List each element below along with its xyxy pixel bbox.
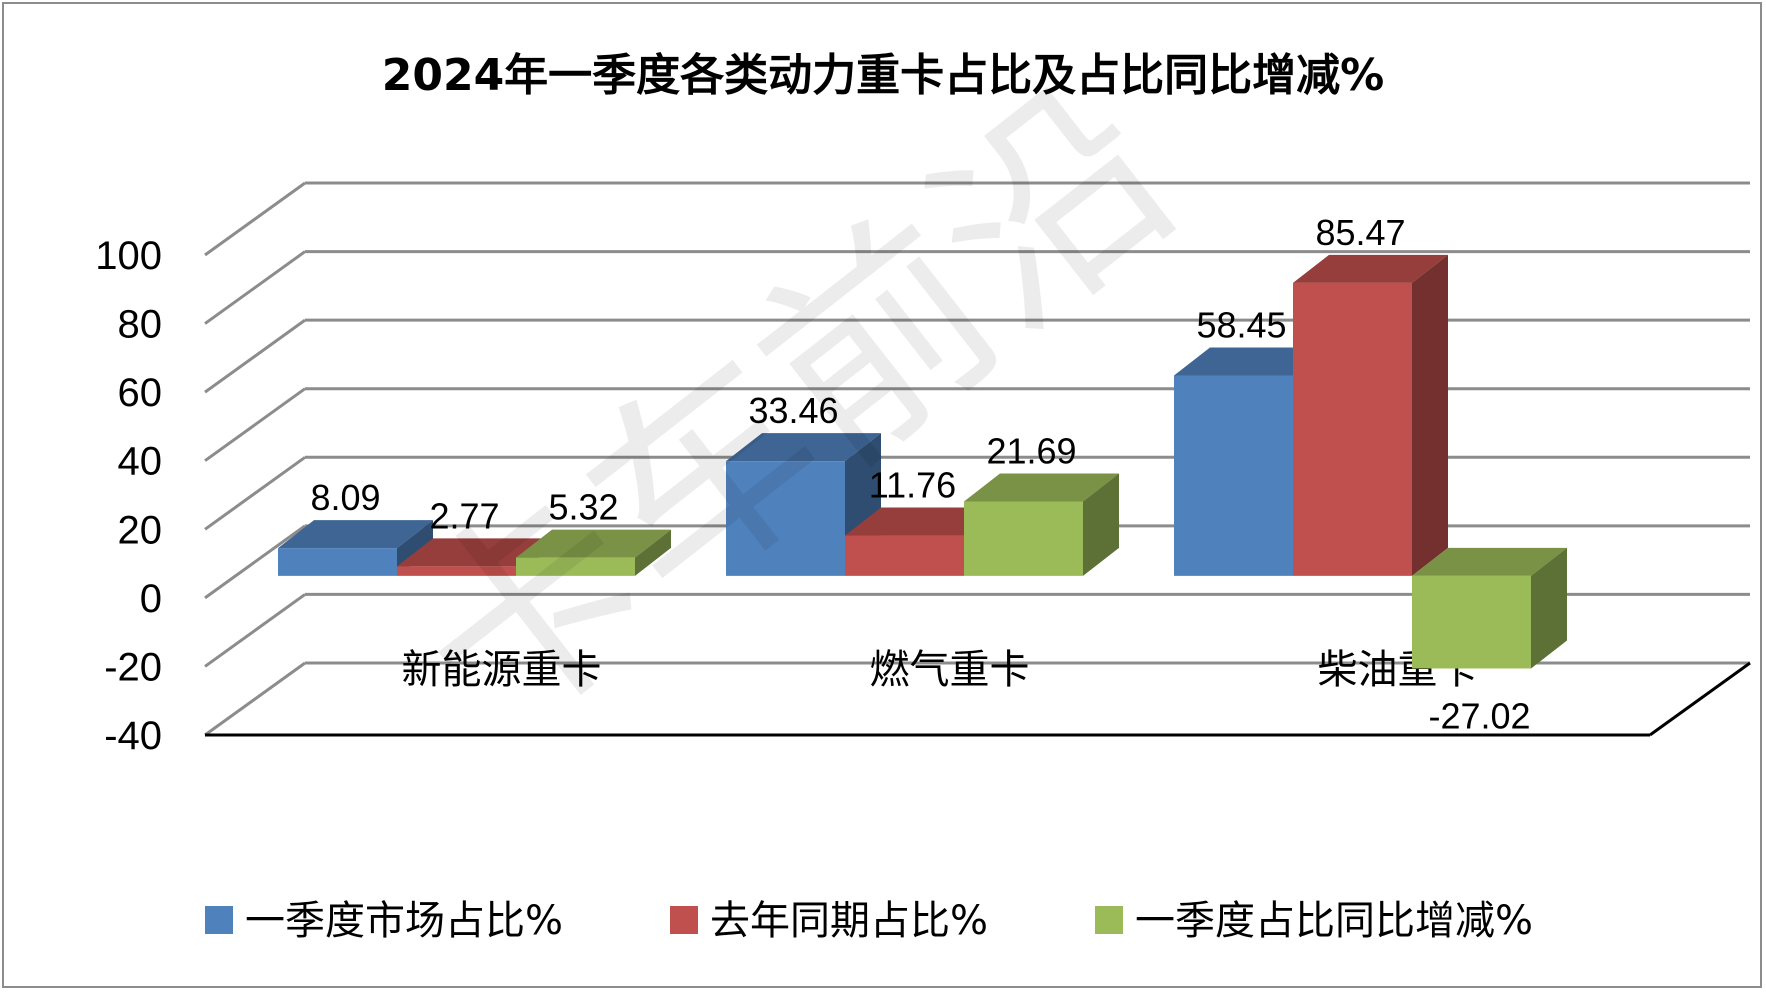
y-tick-label: 80 — [118, 303, 163, 347]
data-label: 2.77 — [429, 495, 499, 536]
data-labels: 8.09 33.46 58.45 2.77 11.76 85.47 5.32 21.69 -27… — [310, 212, 1530, 737]
bar-front — [397, 566, 516, 576]
bar-front — [845, 535, 964, 576]
bar-front — [278, 548, 397, 576]
bar — [516, 529, 671, 576]
y-tick-label: 20 — [118, 508, 163, 552]
y-tick-label: 40 — [118, 440, 163, 484]
y-axis-ticks: -40 -20 0 20 40 60 80 100 — [95, 234, 162, 758]
legend-item: 去年同期占比% — [670, 898, 988, 944]
y-tick-label: 0 — [140, 577, 162, 621]
bar-top — [726, 433, 881, 462]
bar — [278, 520, 433, 576]
legend-swatch — [670, 906, 698, 934]
chart-title: 2024年一季度各类动力重卡占比及占比同比增减% — [382, 50, 1385, 101]
bar-top — [397, 538, 552, 567]
legend-label: 去年同期占比% — [710, 898, 988, 944]
bar-front — [726, 461, 845, 576]
floor-right-edge — [1649, 661, 1751, 737]
legend-label: 一季度占比同比增减% — [1135, 898, 1533, 944]
bars — [278, 254, 1567, 669]
bar-top — [1174, 347, 1329, 376]
legend-swatch — [205, 906, 233, 934]
y-tick-label: -20 — [104, 645, 162, 689]
data-label: -27.02 — [1428, 695, 1530, 736]
y-tick-label: 100 — [95, 234, 162, 278]
y-tick-label: 60 — [118, 371, 163, 415]
data-label: 8.09 — [310, 477, 380, 518]
gridline-side — [204, 524, 306, 600]
data-label: 58.45 — [1196, 304, 1286, 345]
bar — [964, 473, 1119, 576]
gridline-side — [204, 181, 306, 257]
category-label: 新能源重卡 — [402, 647, 602, 693]
data-label: 85.47 — [1315, 212, 1405, 253]
bar-front — [1412, 575, 1531, 669]
gridline-side — [204, 250, 306, 325]
data-label: 21.69 — [986, 430, 1076, 471]
gridline-side — [204, 661, 306, 737]
legend-label: 一季度市场占比% — [245, 898, 563, 944]
gridlines — [204, 181, 1751, 737]
bar-side — [1083, 473, 1119, 576]
legend-item: 一季度市场占比% — [205, 898, 563, 944]
bar-side — [1531, 547, 1567, 669]
bar — [845, 507, 1000, 576]
legend-swatch — [1095, 906, 1123, 934]
bar — [1293, 254, 1448, 576]
bar-side — [1412, 254, 1448, 576]
data-label: 33.46 — [748, 390, 838, 431]
legend: 一季度市场占比% 去年同期占比% 一季度占比同比增减% — [205, 898, 1533, 944]
y-tick-label: -40 — [104, 714, 162, 758]
gridline-side — [204, 318, 306, 394]
bar-top — [845, 507, 1000, 536]
bar — [1412, 547, 1567, 669]
watermark: 卡车前沿 — [368, 38, 1219, 782]
bar-front — [516, 557, 635, 576]
bar-top — [1412, 547, 1567, 576]
bar-top — [964, 473, 1119, 502]
gridline-side — [204, 593, 306, 668]
bar — [726, 433, 881, 576]
gridline-side — [204, 387, 306, 462]
data-label: 5.32 — [548, 487, 618, 528]
bar-front — [1174, 375, 1293, 576]
bar-front — [1293, 282, 1412, 576]
data-label: 11.76 — [869, 465, 956, 506]
bar-top — [1293, 254, 1448, 283]
bar-front — [964, 501, 1083, 576]
gridline-side — [204, 456, 306, 531]
bar-top — [278, 520, 433, 549]
bar-top — [516, 529, 671, 558]
bar-side — [635, 529, 671, 576]
category-label: 燃气重卡 — [870, 647, 1030, 693]
legend-item: 一季度占比同比增减% — [1095, 898, 1533, 944]
